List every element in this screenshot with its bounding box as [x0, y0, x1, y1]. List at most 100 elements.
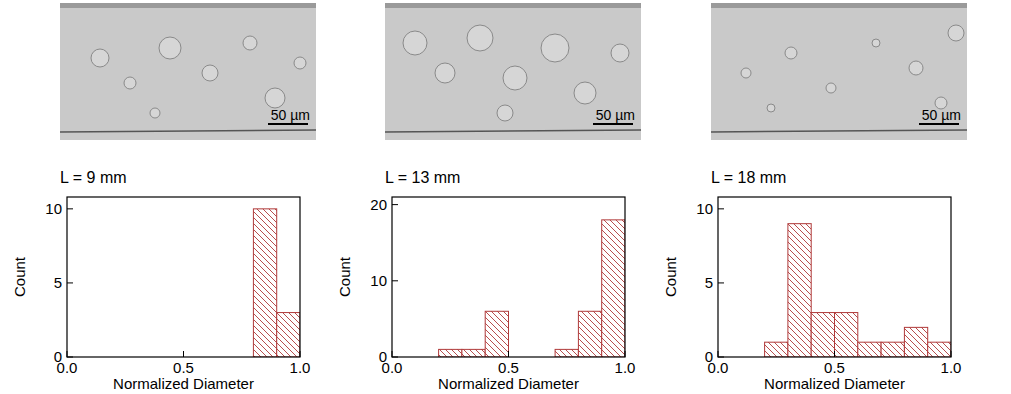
histogram-bar — [555, 349, 578, 357]
y-tick-label: 20 — [370, 196, 387, 213]
x-tick — [625, 351, 626, 357]
bars — [439, 220, 625, 357]
channel-wall — [385, 130, 641, 132]
bubble — [611, 44, 629, 62]
histogram-bar — [928, 342, 951, 357]
bubble — [872, 39, 880, 47]
x-tick-label: 0.5 — [824, 359, 845, 376]
histogram-bar — [578, 311, 601, 357]
y-tick-label: 5 — [54, 274, 62, 291]
bubble — [265, 88, 285, 108]
y-axis-title: Count — [11, 256, 28, 297]
bubble — [497, 105, 513, 121]
y-tick — [718, 357, 724, 358]
bubble — [91, 49, 109, 67]
x-tick — [183, 351, 184, 357]
bubble — [503, 66, 527, 90]
x-tick-label: 1.0 — [290, 359, 311, 376]
y-tick — [718, 282, 724, 283]
histogram-bar — [881, 342, 904, 357]
channel-wall — [711, 130, 967, 132]
y-tick — [67, 208, 73, 209]
x-tick — [508, 351, 509, 357]
micrograph — [60, 3, 316, 140]
y-tick-label: 10 — [45, 200, 62, 217]
panel: 50 µmL = 18 mm05100.00.51.0Normalized Di… — [662, 3, 967, 392]
x-tick — [834, 351, 835, 357]
y-tick — [718, 208, 724, 209]
histogram-bar — [602, 220, 625, 357]
y-tick — [392, 280, 398, 281]
histogram-bar — [485, 311, 508, 357]
bubble — [435, 63, 455, 83]
bubble — [574, 82, 596, 104]
plot-frame — [392, 197, 625, 357]
x-tick-label: 0.0 — [382, 359, 403, 376]
x-tick-label: 0.0 — [708, 359, 729, 376]
bubble — [150, 108, 160, 118]
bubble — [294, 57, 306, 69]
bubble — [124, 77, 136, 89]
x-tick-label: 0.5 — [498, 359, 519, 376]
x-tick — [718, 351, 719, 357]
histogram-bar — [788, 224, 811, 357]
bubble — [243, 36, 257, 50]
x-tick — [951, 351, 952, 357]
histogram-bar — [765, 342, 788, 357]
bubble — [541, 34, 569, 62]
x-tick-label: 0.5 — [173, 359, 194, 376]
histogram-bar — [462, 349, 485, 357]
x-tick-label: 1.0 — [615, 359, 636, 376]
histogram-bar — [277, 313, 300, 357]
panel: 50 µmL = 13 mm010200.00.51.0Normalized D… — [336, 3, 641, 392]
panel-title: L = 9 mm — [60, 169, 127, 186]
bubble — [785, 47, 797, 59]
figure: 50 µmL = 9 mm05100.00.51.0Normalized Dia… — [0, 0, 1011, 394]
scale-label: 50 µm — [922, 107, 961, 123]
bubble — [948, 25, 964, 41]
y-tick — [392, 357, 398, 358]
bubble — [403, 31, 427, 55]
x-tick — [67, 351, 68, 357]
channel-wall — [385, 3, 641, 8]
y-tick — [67, 282, 73, 283]
scale-bar — [919, 123, 959, 125]
histogram-bar — [811, 313, 834, 357]
channel-wall — [711, 3, 967, 8]
bubble — [159, 37, 181, 59]
bubble — [741, 68, 751, 78]
histogram-bar — [253, 209, 276, 357]
plot-frame — [67, 197, 300, 357]
histogram-bar — [439, 349, 462, 357]
micrograph — [711, 3, 967, 140]
x-tick-label: 0.0 — [57, 359, 78, 376]
scale-label: 50 µm — [271, 107, 310, 123]
y-tick — [67, 357, 73, 358]
scale-bar — [268, 123, 308, 125]
bubble — [909, 61, 923, 75]
x-axis-title: Normalized Diameter — [113, 375, 254, 392]
channel-wall — [60, 130, 316, 132]
plot-frame — [718, 197, 951, 357]
bubble — [202, 65, 218, 81]
x-tick — [300, 351, 301, 357]
x-tick — [392, 351, 393, 357]
y-axis-title: Count — [662, 256, 679, 297]
bubble — [767, 104, 775, 112]
histogram-bar — [835, 313, 858, 357]
panel-title: L = 13 mm — [385, 169, 460, 186]
panel-title: L = 18 mm — [711, 169, 786, 186]
channel-wall — [60, 3, 316, 8]
y-tick — [392, 204, 398, 205]
histogram-bar — [858, 342, 881, 357]
x-axis-title: Normalized Diameter — [764, 375, 905, 392]
y-tick-label: 10 — [370, 272, 387, 289]
x-axis-title: Normalized Diameter — [438, 375, 579, 392]
micrograph — [385, 3, 641, 140]
bubble — [826, 83, 836, 93]
bars — [253, 209, 300, 357]
scale-label: 50 µm — [596, 107, 635, 123]
scale-bar — [593, 123, 633, 125]
y-tick-label: 10 — [696, 200, 713, 217]
y-tick-label: 5 — [705, 274, 713, 291]
